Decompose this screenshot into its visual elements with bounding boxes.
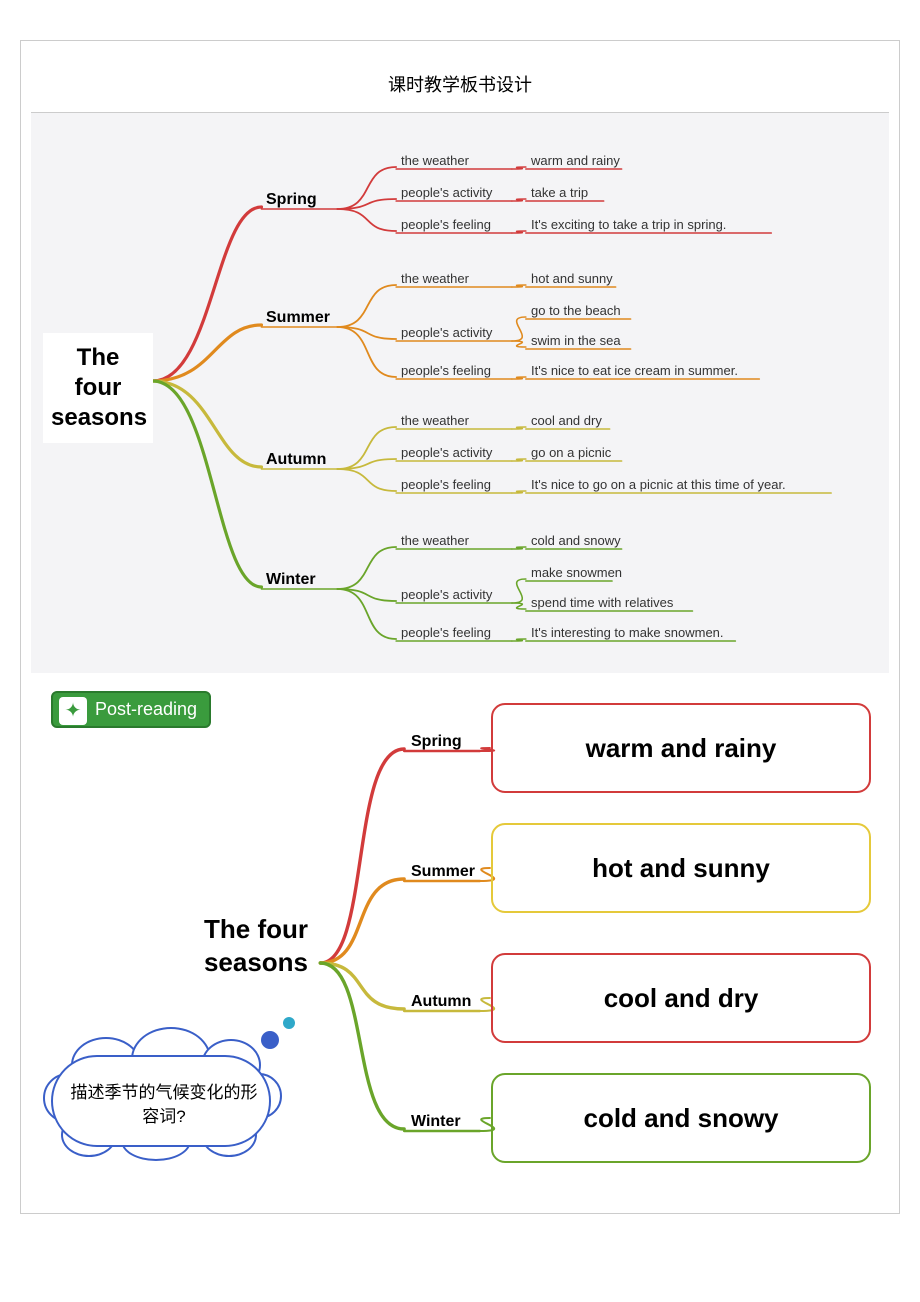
attr-value: cold and snowy (531, 533, 621, 548)
attr-value: spend time with relatives (531, 595, 673, 610)
attr-value: It's exciting to take a trip in spring. (531, 217, 726, 232)
season-label: Autumn (411, 993, 471, 1011)
attr-value: It's nice to go on a picnic at this time… (531, 477, 786, 492)
season-label: Spring (411, 733, 462, 751)
mindmap-top: The four seasons Spring the weather warm a… (31, 113, 889, 673)
season-label: Summer (266, 309, 330, 327)
attr-label: the weather (401, 413, 469, 428)
post-reading-badge: ✦ Post-reading (51, 691, 211, 728)
mindmap-root: The four seasons (43, 333, 153, 443)
season-label: Autumn (266, 451, 326, 469)
cloud-text: 描述季节的气候变化的形容词? (69, 1081, 259, 1129)
root2-text: The four seasons (204, 914, 308, 977)
weather-card: hot and sunny (491, 823, 871, 913)
attr-label: people's feeling (401, 217, 491, 232)
root-line1: The four seasons (51, 344, 147, 431)
page-title: 课时教学板书设计 (31, 61, 889, 113)
weather-card: cold and snowy (491, 1073, 871, 1163)
season-label: Spring (266, 191, 317, 209)
attr-value: hot and sunny (531, 271, 613, 286)
season-label: Summer (411, 863, 475, 881)
weather-card: cool and dry (491, 953, 871, 1043)
post-reading-root: The four seasons (191, 913, 321, 978)
attr-label: people's activity (401, 185, 492, 200)
attr-label: people's activity (401, 587, 492, 602)
attr-label: people's feeling (401, 625, 491, 640)
thought-dot-1 (261, 1031, 279, 1049)
weather-card: warm and rainy (491, 703, 871, 793)
attr-label: people's feeling (401, 477, 491, 492)
attr-value: take a trip (531, 185, 588, 200)
attr-label: people's activity (401, 325, 492, 340)
page-frame: 课时教学板书设计 The four seasons Spring the weat… (20, 40, 900, 1214)
attr-label: people's feeling (401, 363, 491, 378)
attr-value: make snowmen (531, 565, 622, 580)
thought-dot-2 (283, 1017, 295, 1029)
post-reading-label: Post-reading (95, 699, 197, 719)
attr-value: swim in the sea (531, 333, 621, 348)
attr-label: the weather (401, 271, 469, 286)
attr-label: people's activity (401, 445, 492, 460)
attr-label: the weather (401, 533, 469, 548)
thought-cloud: 描述季节的气候变化的形容词? (51, 1043, 281, 1153)
attr-value: cool and dry (531, 413, 602, 428)
attr-label: the weather (401, 153, 469, 168)
attr-value: go to the beach (531, 303, 621, 318)
runner-icon: ✦ (59, 697, 87, 725)
attr-value: It's nice to eat ice cream in summer. (531, 363, 738, 378)
attr-value: go on a picnic (531, 445, 611, 460)
season-label: Winter (266, 571, 316, 589)
post-reading-panel: ✦ Post-reading The four seasons Spring wa… (31, 673, 889, 1193)
season-label: Winter (411, 1113, 461, 1131)
attr-value: It's interesting to make snowmen. (531, 625, 724, 640)
attr-value: warm and rainy (531, 153, 620, 168)
